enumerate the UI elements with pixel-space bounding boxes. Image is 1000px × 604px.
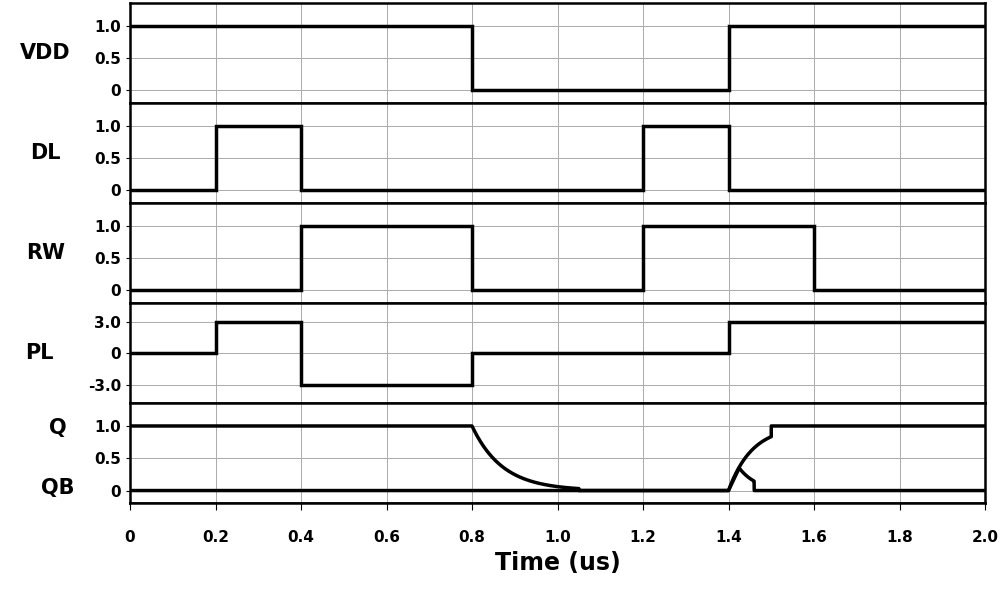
Text: Q: Q [49,419,66,439]
Y-axis label: RW: RW [26,243,65,263]
Y-axis label: VDD: VDD [20,43,71,63]
Y-axis label: DL: DL [30,143,61,163]
Text: QB: QB [41,478,74,498]
Y-axis label: PL: PL [25,343,53,364]
X-axis label: Time (us): Time (us) [495,551,620,575]
